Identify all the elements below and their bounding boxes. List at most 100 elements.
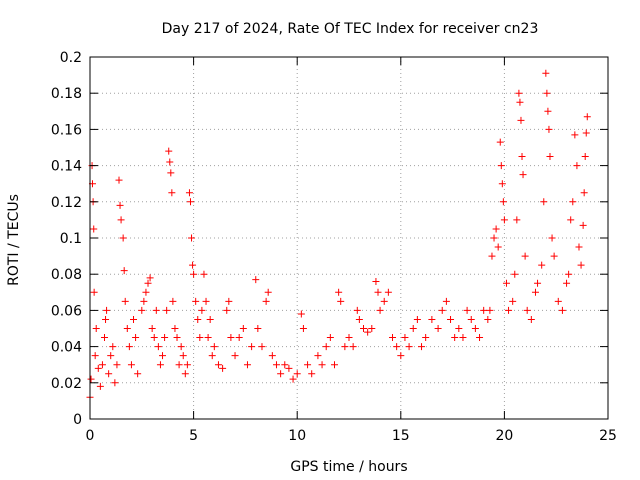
data-point xyxy=(105,370,113,378)
data-point xyxy=(210,343,218,351)
data-point xyxy=(509,297,517,305)
data-point xyxy=(235,334,243,342)
data-point xyxy=(451,334,459,342)
data-point xyxy=(92,325,100,332)
data-point xyxy=(374,288,382,296)
data-point xyxy=(254,325,262,332)
y-axis-ticks: 0 0.02 0.04 0.06 0.08 0.1 0.12 0.14 0.16 0.18 0.2 xyxy=(51,50,608,428)
data-point xyxy=(384,288,392,296)
data-point xyxy=(308,370,316,378)
data-point xyxy=(534,279,542,287)
data-point xyxy=(146,274,154,282)
data-point xyxy=(314,352,322,360)
data-point xyxy=(393,343,401,351)
data-point xyxy=(397,352,405,360)
data-point xyxy=(198,306,206,314)
data-point xyxy=(223,306,231,314)
data-point xyxy=(142,288,150,296)
x-axis-label: GPS time / hours xyxy=(290,459,407,475)
data-point xyxy=(360,325,368,332)
data-point xyxy=(519,171,527,179)
data-point xyxy=(98,361,106,369)
data-point xyxy=(389,334,397,342)
data-point xyxy=(194,315,202,323)
data-point xyxy=(189,261,197,269)
x-tick-label: 10 xyxy=(288,428,306,444)
data-point xyxy=(459,334,467,342)
data-point xyxy=(502,279,510,287)
data-point xyxy=(580,189,588,197)
data-point xyxy=(353,306,361,314)
data-point xyxy=(181,370,189,378)
data-point xyxy=(231,352,239,360)
data-point xyxy=(264,288,272,296)
grid-lines xyxy=(90,57,608,419)
data-point xyxy=(152,306,160,314)
data-point xyxy=(322,343,330,351)
data-point xyxy=(573,162,581,170)
data-point xyxy=(239,325,247,332)
data-point xyxy=(326,334,334,342)
data-point xyxy=(540,198,548,206)
data-point xyxy=(225,297,233,305)
data-point xyxy=(413,315,421,323)
data-point xyxy=(447,315,455,323)
data-point xyxy=(127,361,135,369)
data-point xyxy=(163,306,171,314)
x-tick-label: 25 xyxy=(599,428,617,444)
y-tick-label: 0.08 xyxy=(51,267,82,283)
data-point xyxy=(380,297,388,305)
data-point xyxy=(554,297,562,305)
data-point xyxy=(144,279,152,287)
data-point xyxy=(277,370,285,378)
data-point xyxy=(188,234,196,242)
data-point xyxy=(571,131,579,139)
data-point xyxy=(583,113,591,121)
data-point xyxy=(523,306,531,314)
data-point xyxy=(161,334,169,342)
data-point xyxy=(186,198,194,206)
data-point xyxy=(119,234,127,242)
data-point xyxy=(167,169,175,177)
data-point xyxy=(558,306,566,314)
data-point xyxy=(516,98,524,106)
data-point xyxy=(150,334,158,342)
data-point xyxy=(543,89,551,97)
chart-title: Day 217 of 2024, Rate Of TEC Index for r… xyxy=(162,21,539,37)
data-points xyxy=(86,69,591,401)
data-point xyxy=(550,252,558,260)
data-point xyxy=(422,334,430,342)
data-point xyxy=(243,361,251,369)
data-point xyxy=(202,297,210,305)
data-point xyxy=(272,361,280,369)
data-point xyxy=(138,306,146,314)
data-point xyxy=(434,325,442,332)
data-point xyxy=(123,325,131,332)
data-point xyxy=(531,288,539,296)
data-point xyxy=(330,361,338,369)
data-point xyxy=(91,352,99,360)
y-tick-label: 0.06 xyxy=(51,303,82,319)
data-point xyxy=(569,198,577,206)
data-point xyxy=(499,198,507,206)
y-tick-label: 0.12 xyxy=(51,195,82,211)
data-point xyxy=(518,153,526,161)
data-point xyxy=(227,334,235,342)
data-point xyxy=(94,364,102,372)
x-tick-label: 15 xyxy=(392,428,410,444)
data-point xyxy=(304,361,312,369)
data-point xyxy=(563,279,571,287)
data-point xyxy=(545,125,553,133)
data-point xyxy=(548,234,556,242)
data-point xyxy=(515,89,523,97)
data-point xyxy=(154,343,162,351)
y-tick-label: 0.16 xyxy=(51,122,82,138)
data-point xyxy=(190,270,198,278)
data-point xyxy=(166,158,174,166)
data-point xyxy=(134,370,142,378)
data-point xyxy=(299,325,307,332)
data-point xyxy=(293,370,301,378)
data-point xyxy=(281,361,289,369)
data-point xyxy=(513,216,521,224)
